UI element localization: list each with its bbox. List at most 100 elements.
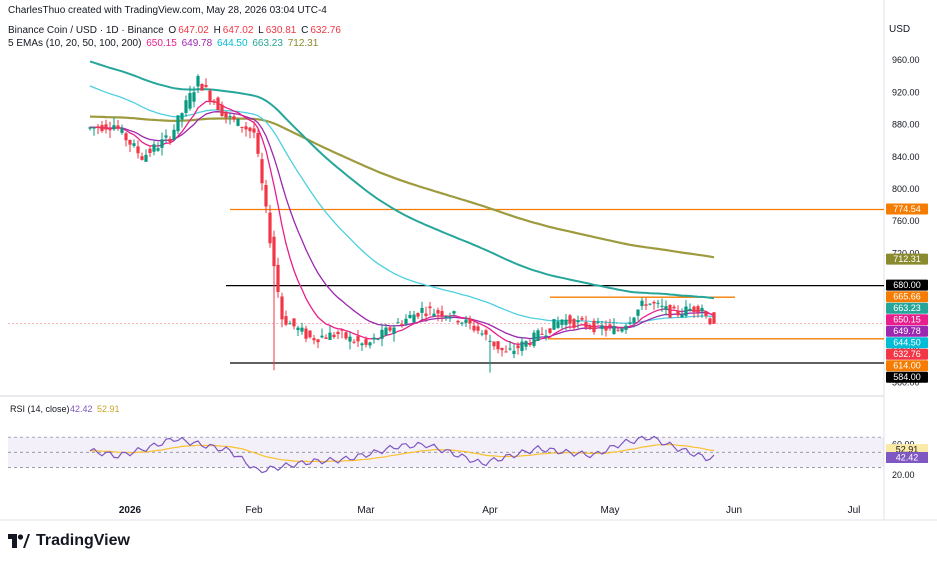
candle-body — [660, 305, 664, 307]
candle-body — [360, 343, 364, 346]
ema200-value: 712.31 — [287, 38, 319, 49]
candle-body — [172, 129, 176, 140]
price-tick-label: 840.00 — [892, 152, 920, 162]
candle-body — [608, 324, 612, 327]
price-label-text: 650.15 — [893, 315, 921, 325]
candle-body — [492, 341, 496, 347]
rsi-ma-badge — [886, 444, 928, 456]
candle-body — [464, 319, 468, 323]
candle-body — [480, 333, 484, 335]
candle-body — [668, 304, 672, 318]
candle-body — [552, 319, 556, 330]
candle-body — [220, 104, 224, 116]
candle-body — [452, 311, 456, 314]
candle-body — [132, 143, 136, 146]
ema-legend[interactable]: 5 EMAs (10, 20, 50, 100, 200) 650.15 649… — [8, 38, 320, 49]
candle-body — [564, 319, 568, 325]
candle-body — [428, 306, 432, 309]
price-label-text: 584.00 — [893, 372, 921, 382]
rsi-badge — [886, 451, 928, 463]
candle-body — [308, 330, 312, 338]
candle-body — [168, 138, 172, 142]
candle-body — [216, 97, 220, 111]
candle-body — [200, 83, 204, 91]
candle-body — [548, 328, 552, 333]
price-tick-label: 960.00 — [892, 55, 920, 65]
candle-body — [412, 314, 416, 323]
symbol-ohlc-line[interactable]: Binance Coin / USD · 1D · Binance O 647.0… — [8, 25, 341, 36]
candle-body — [264, 185, 268, 207]
candle-body — [704, 311, 708, 316]
candle-body — [616, 329, 620, 331]
candle-body — [644, 304, 648, 306]
candle-body — [516, 345, 520, 349]
candle-body — [396, 322, 400, 324]
candle-body — [696, 306, 700, 313]
candle-body — [628, 322, 632, 324]
candle-body — [652, 301, 656, 304]
candle-body — [368, 342, 372, 346]
candle-body — [688, 308, 692, 311]
candle-body — [636, 309, 640, 316]
candle-body — [540, 333, 544, 335]
candle-body — [124, 133, 128, 141]
candle-body — [456, 320, 460, 323]
candle-body — [104, 124, 108, 130]
candle-body — [212, 100, 216, 103]
candle-body — [544, 335, 548, 337]
candle-body — [484, 330, 488, 335]
candle-body — [144, 154, 148, 162]
candle-body — [400, 324, 404, 326]
high-value: 647.02 — [222, 25, 254, 36]
candle-body — [136, 146, 140, 154]
candle-body — [388, 327, 392, 331]
ema50-value: 644.50 — [216, 38, 248, 49]
candle-body — [240, 126, 244, 128]
candle-body — [708, 318, 712, 325]
price-label-badge — [886, 203, 928, 215]
candle-body — [520, 341, 524, 351]
price-label-text: 632.76 — [893, 349, 921, 359]
candle-body — [376, 338, 380, 340]
price-label-badge — [886, 253, 928, 265]
candle-body — [632, 317, 636, 323]
candle-body — [536, 330, 540, 341]
currency-label[interactable]: USD — [889, 24, 911, 35]
candle-body — [476, 326, 480, 331]
candle-body — [468, 318, 472, 324]
tradingview-logo[interactable]: TradingView — [8, 532, 130, 550]
candle-body — [568, 315, 572, 324]
candle-body — [288, 323, 292, 325]
price-label-badge — [886, 279, 928, 291]
candle-body — [404, 318, 408, 325]
candle-body — [372, 337, 376, 340]
candle-body — [380, 329, 384, 339]
candle-body — [420, 307, 424, 313]
candle-body — [576, 320, 580, 323]
candle-body — [280, 296, 284, 320]
price-label-badge — [886, 360, 928, 372]
candle-body — [344, 332, 348, 339]
candle-body — [572, 319, 576, 328]
rsi-ma-badge-text: 52.91 — [896, 445, 919, 455]
candle-body — [276, 264, 280, 293]
price-label-text: 644.50 — [893, 338, 921, 348]
candle-body — [300, 327, 304, 332]
price-label-text: 649.78 — [893, 326, 921, 336]
candle-body — [692, 306, 696, 312]
price-tick-label: 800.00 — [892, 184, 920, 194]
time-tick-label: Jun — [726, 505, 742, 516]
symbol-name[interactable]: Binance Coin / USD · 1D · Binance — [8, 25, 164, 36]
candle-body — [140, 156, 144, 160]
candle-body — [272, 236, 276, 267]
candle-body — [352, 341, 356, 343]
candle-body — [148, 148, 152, 153]
low-value: 630.81 — [265, 25, 297, 36]
candle-body — [560, 319, 564, 325]
candle-body — [204, 84, 208, 87]
candle-body — [508, 348, 512, 350]
candle-body — [260, 159, 264, 184]
rsi-badge-text: 42.42 — [896, 452, 919, 462]
candle-body — [112, 125, 116, 130]
